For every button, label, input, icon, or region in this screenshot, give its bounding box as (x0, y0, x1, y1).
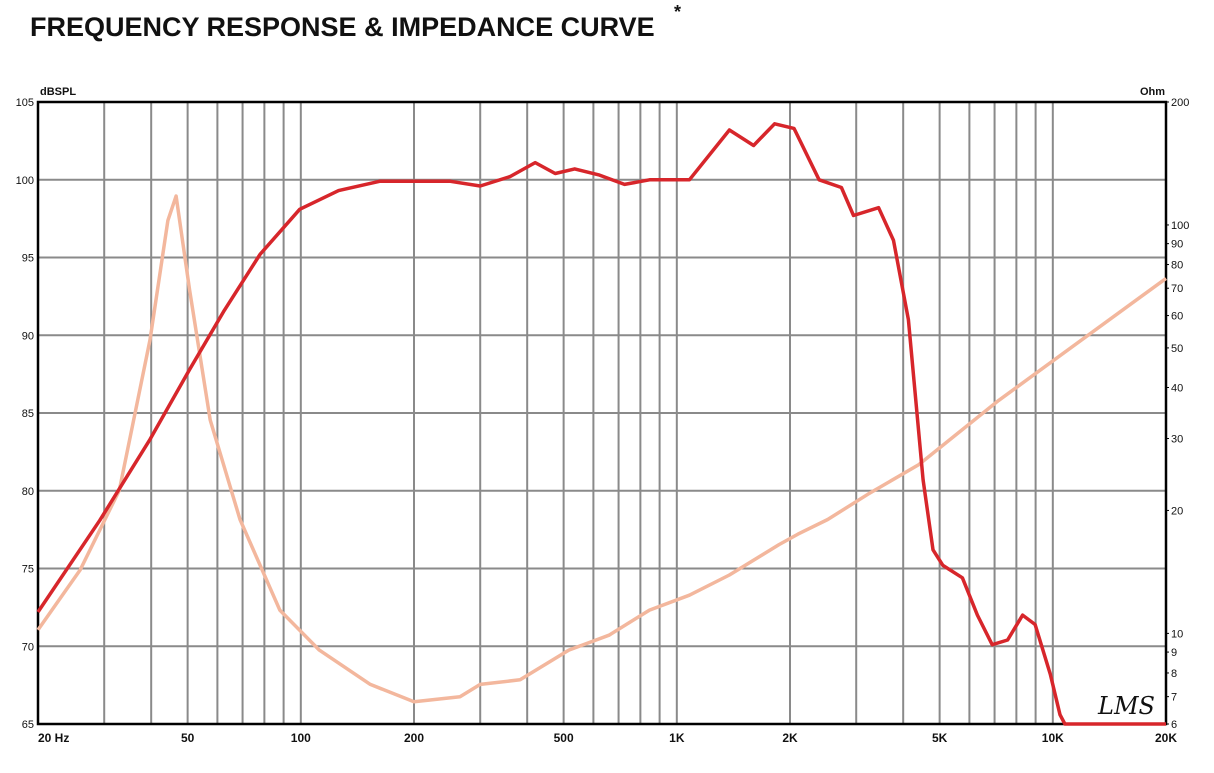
y-tick-label: 100 (16, 175, 34, 187)
x-tick-label: 500 (554, 731, 574, 745)
x-tick-label: 20 Hz (38, 731, 69, 745)
y-tick-label: 80 (22, 486, 34, 498)
y2-tick-label: 60 (1171, 311, 1183, 323)
y-tick-label: 70 (22, 641, 34, 653)
y2-tick-label: 200 (1171, 97, 1189, 109)
x-tick-label: 5K (932, 731, 948, 745)
x-tick-label: 10K (1042, 731, 1064, 745)
title-mark: * (674, 2, 681, 22)
x-tick-label: 100 (291, 731, 311, 745)
logo: LMS (1097, 692, 1155, 720)
y2-tick-label: 20 (1171, 505, 1183, 517)
x-tick-label: 200 (404, 731, 424, 745)
x-tick-label: 50 (181, 731, 195, 745)
series-line (36, 194, 1168, 704)
x-tick-label: 2K (782, 731, 798, 745)
y2-tick-label: 9 (1171, 647, 1177, 659)
x-tick-label: 1K (669, 731, 685, 745)
x-tick-label: 20K (1155, 731, 1177, 745)
y2-tick-label: 6 (1171, 719, 1177, 731)
y2-tick-label: 70 (1171, 283, 1183, 295)
y2-tick-label: 10 (1171, 628, 1183, 640)
series-line (36, 122, 1166, 726)
y-tick-label: 90 (22, 330, 34, 342)
y-tick-label: 85 (22, 408, 34, 420)
y-tick-label: 75 (22, 564, 34, 576)
y-tick-label: 65 (22, 719, 34, 731)
y2-axis-label: Ohm (1140, 86, 1165, 98)
y-axis-label: dBSPL (40, 86, 76, 98)
y2-tick-label: 80 (1171, 260, 1183, 272)
y2-tick-label: 100 (1171, 220, 1189, 232)
y-tick-label: 95 (22, 253, 34, 265)
y2-tick-label: 90 (1171, 239, 1183, 251)
y2-tick-label: 8 (1171, 668, 1177, 680)
y-tick-label: 105 (16, 97, 34, 109)
y2-tick-label: 50 (1171, 343, 1183, 355)
y2-tick-label: 7 (1171, 692, 1177, 704)
y2-tick-label: 30 (1171, 434, 1183, 446)
plot-frame (36, 100, 1168, 726)
y2-tick-label: 40 (1171, 382, 1183, 394)
chart-title: FREQUENCY RESPONSE & IMPEDANCE CURVE (30, 12, 655, 42)
